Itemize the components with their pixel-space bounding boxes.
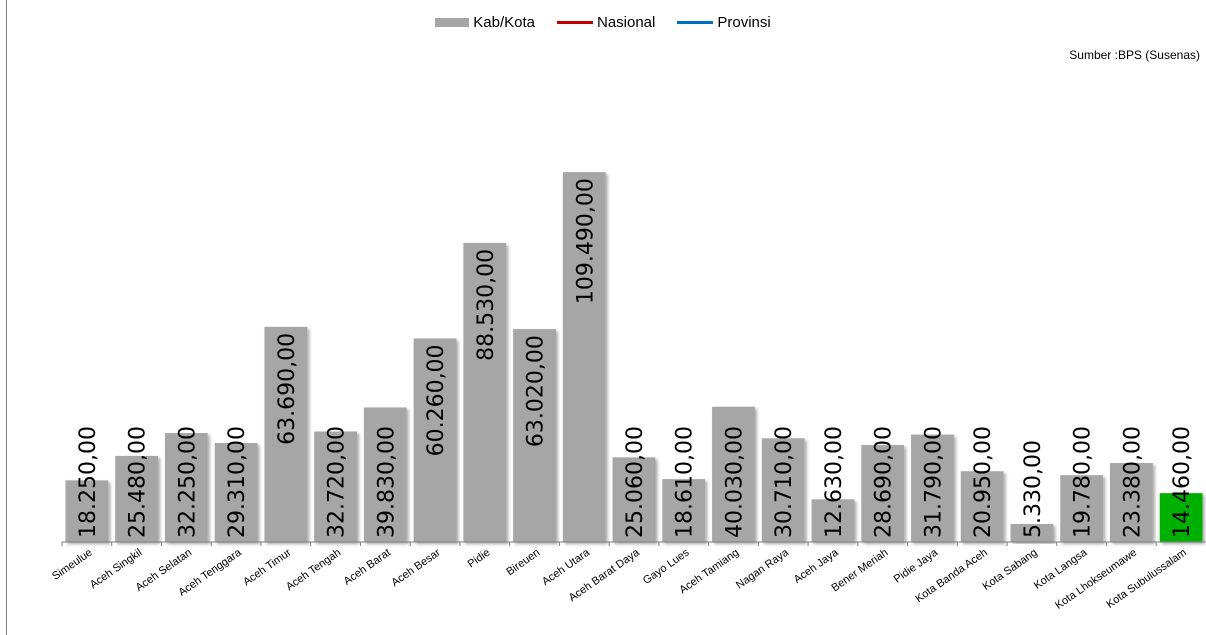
data-label-pidie-jaya: 31.790,00: [921, 426, 946, 538]
x-axis: [61, 541, 1206, 546]
data-label-bener-meriah: 28.690,00: [872, 426, 897, 538]
bar-kota-banda-aceh: [960, 471, 1004, 542]
bar-kota-subulussalam: [1159, 493, 1203, 542]
category-label-pidie: Pidie: [466, 547, 493, 571]
data-label-gayo-lues: 18.610,00: [673, 426, 698, 538]
bar-bener-meriah: [861, 445, 905, 542]
category-label-nagan-raya: Nagan Raya: [734, 546, 792, 591]
data-label-nagan-raya: 30.710,00: [772, 426, 797, 538]
bar-bireuen: [513, 329, 556, 542]
data-label-kota-sabang: 5.330,00: [1021, 440, 1046, 538]
data-label-kota-lhokseumawe: 23.380,00: [1120, 426, 1145, 538]
legend-item-provinsi: Provinsi: [677, 14, 771, 31]
bar-pidie-jaya: [911, 434, 954, 542]
legend-label-provinsi: Provinsi: [717, 14, 771, 31]
category-label-aceh-besar: Aceh Besar: [389, 546, 443, 589]
data-label-aceh-singkil: 25.480,00: [126, 426, 151, 538]
category-label-kota-lhokseumawe: Kota Lhokseumawe: [1053, 547, 1139, 612]
legend: Kab/Kota Nasional Provinsi: [0, 14, 1206, 31]
bar-aceh-utara: [562, 172, 606, 542]
bar-aceh-timur: [264, 326, 308, 542]
bar-kota-lhokseumawe: [1110, 463, 1153, 542]
bar-kota-langsa: [1060, 475, 1104, 542]
category-label-aceh-tengah: Aceh Tengah: [284, 547, 343, 594]
bar-aceh-tamiang: [712, 406, 755, 542]
data-label-kota-subulussalam: 14.460,00: [1170, 426, 1195, 538]
bar-kota-sabang: [1010, 523, 1054, 542]
data-labels: 18.250,00 25.480,00 32.250,00 29.310,00 63.6…: [76, 178, 1195, 538]
bar-aceh-besar: [413, 338, 457, 542]
source-note: Sumber :BPS (Susenas): [1069, 48, 1200, 62]
data-label-aceh-jaya: 12.630,00: [822, 426, 847, 538]
data-label-aceh-selatan: 32.250,00: [175, 426, 200, 538]
legend-swatch-nasional: [556, 21, 593, 24]
chart-left-border: [6, 0, 7, 635]
legend-label-nasional: Nasional: [596, 14, 656, 31]
data-label-aceh-barat: 39.830,00: [374, 426, 399, 538]
bar-aceh-singkil: [115, 455, 158, 542]
data-label-aceh-tamiang: 40.030,00: [722, 426, 747, 538]
legend-swatch-kabkota: [435, 18, 470, 27]
legend-item-nasional: Nasional: [556, 14, 656, 31]
bar-aceh-barat-daya: [612, 457, 656, 542]
bar-gayo-lues: [662, 479, 706, 542]
data-label-pidie: 88.530,00: [474, 249, 499, 361]
data-label-aceh-tenggara: 29.310,00: [225, 426, 250, 538]
data-label-simeulue: 18.250,00: [76, 426, 101, 538]
bar-aceh-jaya: [811, 499, 855, 542]
category-label-pidie-jaya: Pidie Jaya: [892, 546, 941, 585]
data-label-bireuen: 63.020,00: [524, 335, 549, 447]
category-label-bireuen: Bireuen: [504, 547, 542, 579]
bar-aceh-tengah: [314, 431, 357, 542]
bar-aceh-selatan: [164, 433, 208, 542]
bars-layer: [65, 172, 1203, 543]
data-label-aceh-besar: 60.260,00: [424, 344, 449, 456]
legend-swatch-provinsi: [677, 21, 714, 24]
bar-simeulue: [65, 480, 109, 542]
category-label-kota-sabang: Kota Sabang: [981, 547, 1040, 593]
category-label-simeulue: Simeulue: [50, 547, 94, 583]
data-label-kota-banda-aceh: 20.950,00: [971, 426, 996, 538]
data-label-aceh-utara: 109.490,00: [573, 178, 598, 304]
legend-item-kabkota: Kab/Kota: [435, 14, 535, 31]
data-label-kota-langsa: 19.780,00: [1071, 426, 1096, 538]
bar-nagan-raya: [761, 438, 805, 542]
bar-aceh-barat: [363, 407, 407, 542]
data-label-aceh-tengah: 32.720,00: [325, 426, 350, 538]
bar-aceh-tenggara: [214, 442, 258, 542]
category-label-aceh-barat: Aceh Barat: [342, 547, 393, 588]
bar-pidie: [463, 242, 507, 543]
data-label-aceh-timur: 63.690,00: [275, 333, 300, 445]
legend-label-kabkota: Kab/Kota: [473, 14, 535, 31]
category-label-aceh-jaya: Aceh Jaya: [792, 546, 842, 586]
data-label-aceh-barat-daya: 25.060,00: [623, 426, 648, 538]
